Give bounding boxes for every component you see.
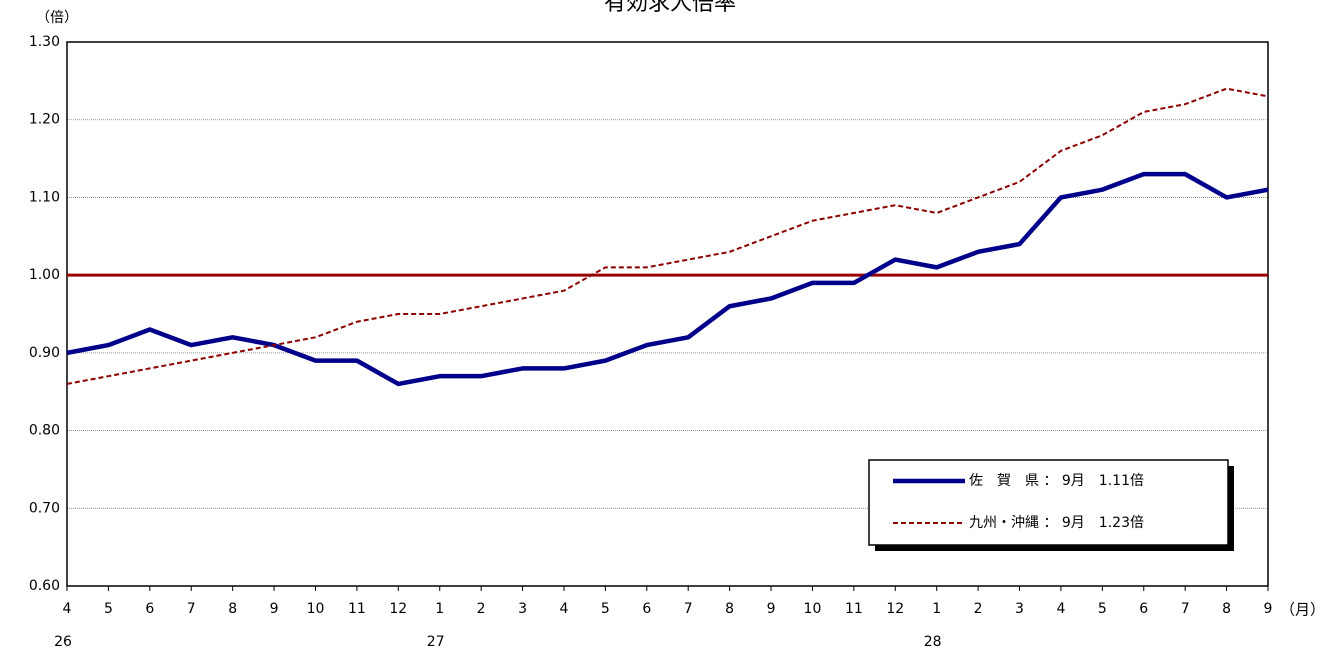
y-tick-label: 0.70 xyxy=(29,500,60,516)
x-tick-label: 11 xyxy=(348,601,366,617)
y-tick-label: 1.20 xyxy=(29,112,60,128)
x-tick-label: 3 xyxy=(518,601,527,617)
year-label: 28 xyxy=(924,634,942,650)
x-tick-label: 7 xyxy=(1181,601,1190,617)
x-tick-label: 5 xyxy=(601,601,610,617)
y-tick-label: 1.10 xyxy=(29,189,60,205)
chart-title: 有効求人倍率 xyxy=(604,0,736,16)
x-tick-label: 12 xyxy=(886,601,904,617)
x-tick-label: 7 xyxy=(684,601,693,617)
x-tick-label: 9 xyxy=(270,601,279,617)
x-unit: （月） xyxy=(1280,601,1325,619)
x-tick-label: 12 xyxy=(389,601,407,617)
y-unit: （倍） xyxy=(36,10,78,26)
x-tick-label: 11 xyxy=(845,601,863,617)
plot-frame xyxy=(66,41,1269,587)
legend-label: 佐 賀 県 ： 9月 1.11倍 xyxy=(969,473,1144,489)
y-tick-label: 0.60 xyxy=(29,578,60,594)
x-tick-label: 8 xyxy=(1222,601,1231,617)
x-tick-label: 5 xyxy=(104,601,113,617)
x-tick-label: 10 xyxy=(804,601,822,617)
x-tick-label: 1 xyxy=(932,601,941,617)
x-tick-label: 9 xyxy=(767,601,776,617)
x-tick-label: 6 xyxy=(642,601,651,617)
x-tick-label: 10 xyxy=(307,601,325,617)
y-tick-label: 1.30 xyxy=(29,34,60,50)
x-tick-label: 2 xyxy=(477,601,486,617)
x-tick-label: 8 xyxy=(725,601,734,617)
x-tick-label: 6 xyxy=(1139,601,1148,617)
x-tick-label: 4 xyxy=(1056,601,1065,617)
x-tick-label: 1 xyxy=(435,601,444,617)
y-tick-label: 1.00 xyxy=(29,267,60,283)
year-label: 26 xyxy=(54,634,72,650)
x-tick-label: 8 xyxy=(228,601,237,617)
x-tick-label: 6 xyxy=(145,601,154,617)
y-tick-label: 0.90 xyxy=(29,345,60,361)
x-tick-label: 7 xyxy=(187,601,196,617)
x-tick-label: 2 xyxy=(974,601,983,617)
x-tick-label: 4 xyxy=(560,601,569,617)
data-line xyxy=(66,87,1269,385)
x-tick-label: 5 xyxy=(1098,601,1107,617)
legend-label: 九州・沖縄 ： 9月 1.23倍 xyxy=(969,515,1144,531)
year-label: 27 xyxy=(427,634,445,650)
data-line xyxy=(66,171,1269,387)
x-tick-label: 4 xyxy=(63,601,72,617)
x-tick-label: 9 xyxy=(1264,601,1273,617)
y-tick-label: 0.80 xyxy=(29,423,60,439)
legend-box xyxy=(868,459,1229,546)
x-tick-label: 3 xyxy=(1015,601,1024,617)
